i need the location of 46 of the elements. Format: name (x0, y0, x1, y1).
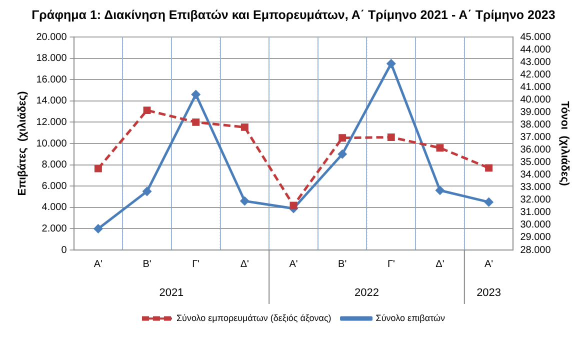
x-tick-label: Β' (338, 258, 347, 270)
legend-label: Σύνολο επιβατών (376, 312, 446, 323)
text: 2022 (354, 287, 379, 300)
y2-tick-label: 41.000 (520, 82, 552, 93)
y2-tick-label: 37.000 (520, 132, 552, 143)
text: 2023 (476, 287, 502, 300)
y2-tick-label: 28.000 (520, 244, 552, 256)
y2-tick-label: 38.000 (520, 119, 552, 130)
y2-tick-label: 34.000 (520, 170, 552, 181)
y-tick-label: 2.000 (42, 223, 68, 234)
y2-tick-label: 31.000 (520, 207, 552, 218)
y-tick-label: 4.000 (42, 202, 68, 214)
x-tick-label: Α' (289, 258, 298, 270)
legend-label: Σύνολο εμπορευμάτων (δεξιός άξονας) (176, 312, 332, 323)
x-tick-label: Α' (484, 258, 494, 270)
x-tick-label: Α' (94, 258, 103, 270)
text: 2021 (159, 287, 184, 300)
y2-tick-label: 44.000 (520, 44, 552, 56)
y-tick-label: 14.000 (36, 96, 68, 107)
y-tick-label: 10.000 (36, 138, 68, 150)
y-tick-label: 12.000 (36, 116, 68, 128)
y-tick-label: 6.000 (42, 180, 68, 192)
chart-title: Γράφημα 1: Διακίνηση Επιβατών και Εμπορευμάτων, Α΄ Τρίμηνο 2021 - Α΄ Τρίμηνο 2023 (30, 8, 556, 22)
y2-tick-label: 43.000 (520, 56, 552, 68)
y2-tick-label: 42.000 (520, 69, 552, 80)
y-tick-label: 0 (61, 244, 68, 256)
y2-tick-label: 45.000 (520, 32, 552, 43)
y-tick-label: 8.000 (42, 160, 68, 171)
y-tick-label: 16.000 (36, 74, 68, 86)
y2-tick-label: 33.000 (520, 182, 552, 194)
y2-tick-label: 30.000 (520, 220, 552, 231)
y-tick-label: 18.000 (36, 53, 68, 64)
x-tick-label: Γ' (387, 258, 395, 270)
x-tick-label: Δ' (436, 258, 444, 270)
y2-tick-label: 32.000 (520, 194, 552, 206)
x-tick-label: Δ' (240, 258, 250, 270)
y2-axis-title: Τόνοι (χιλιάδες) (558, 101, 570, 186)
y2-tick-label: 36.000 (520, 144, 552, 156)
x-tick-label: Γ' (192, 258, 200, 270)
y2-tick-label: 29.000 (520, 232, 552, 244)
y2-tick-label: 35.000 (520, 157, 552, 168)
y2-tick-label: 40.000 (520, 94, 552, 106)
x-tick-label: Β' (142, 258, 152, 270)
y-tick-label: 20.000 (36, 32, 68, 43)
y-axis-title: Επιβάτες (χιλιάδες) (16, 90, 29, 196)
y2-tick-label: 39.000 (520, 106, 552, 118)
